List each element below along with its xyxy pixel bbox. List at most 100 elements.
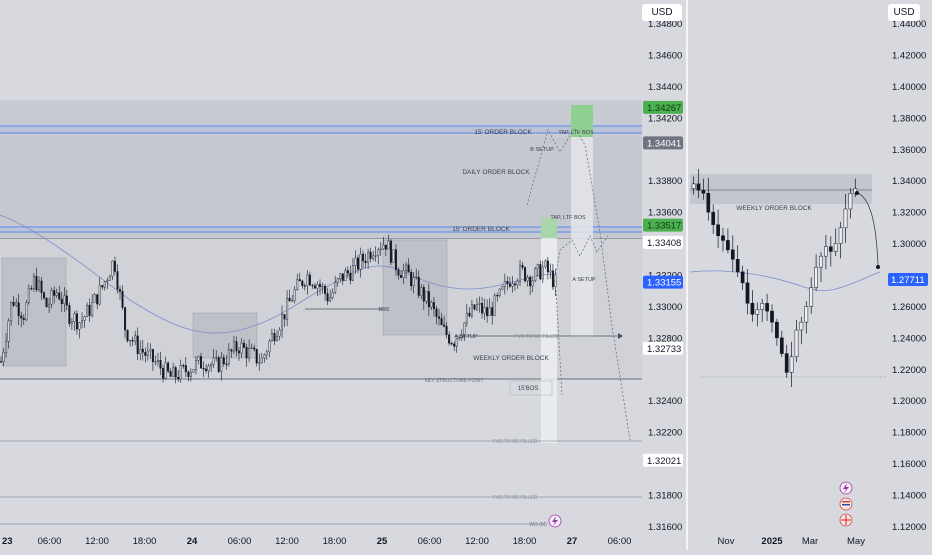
left-time-tick: 06:00 (228, 536, 252, 547)
left-chart-svg[interactable]: 15' ORDER BLOCK TAP, LTF BOS B SETUP DAI… (0, 0, 686, 550)
order-block-15-top-label: 15' ORDER BLOCK (474, 129, 532, 136)
left-candle-body (311, 284, 314, 287)
left-candle-body (10, 302, 13, 322)
left-candle-body (7, 320, 10, 342)
right-candle-body (745, 282, 750, 304)
projection-path-a (552, 235, 609, 291)
right-candle-body (765, 303, 769, 312)
left-candle-body (306, 274, 309, 286)
left-candle-body (270, 333, 273, 342)
left-time-axis[interactable]: 23 06:00 12:00 18:00 24 06:00 12:00 18:00 25 06:0… (2, 536, 631, 547)
left-candle-body (336, 278, 339, 283)
left-candle-body (136, 335, 139, 354)
left-candle-body (248, 348, 251, 359)
left-candle-body (177, 376, 180, 380)
right-candle-body (819, 255, 823, 268)
left-time-tick: 12:00 (275, 536, 299, 547)
right-time-tick: 2025 (761, 536, 783, 547)
left-candle-body (554, 274, 557, 288)
bos-label: BOS (379, 307, 390, 313)
right-candle-body (730, 249, 735, 260)
left-candle-body (410, 272, 413, 287)
right-chart-pane[interactable]: WEEKLY ORDER BLOCK 1.44000 1.42000 1.40000… (688, 0, 932, 550)
left-candle-body (278, 329, 281, 337)
right-chart-svg[interactable]: WEEKLY ORDER BLOCK 1.44000 1.42000 1.40000… (688, 0, 932, 550)
left-candle-body (486, 307, 489, 317)
right-candle-body (838, 227, 843, 244)
left-candle-body (321, 285, 324, 288)
left-candle-body (458, 337, 461, 340)
lightning-icon-glyph (552, 516, 558, 526)
left-candle-body (93, 294, 96, 303)
left-candle-body (344, 270, 347, 281)
left-candle-body (53, 290, 56, 296)
left-candle-body (521, 264, 524, 268)
left-candle-body (400, 275, 403, 278)
left-time-tick: 06:00 (418, 536, 442, 547)
left-candle-body (468, 312, 471, 317)
left-price-tick: 1.34800 (648, 19, 682, 30)
fvg-label-1: FVG TO BE FILLED (515, 334, 560, 340)
left-candle-body (0, 361, 3, 363)
projection-path-b (526, 127, 631, 441)
order-block-15-mid-zone (0, 226, 642, 233)
left-candle-body (70, 321, 73, 324)
left-candle-body (354, 257, 357, 266)
left-candle-body (374, 255, 377, 257)
right-candle-body (828, 246, 833, 252)
pane-divider[interactable] (686, 0, 688, 550)
left-candle-body (134, 335, 137, 342)
left-currency-label[interactable]: USD (642, 4, 682, 21)
left-candle-body (260, 357, 263, 364)
left-candle-body (384, 244, 387, 250)
left-candle-body (124, 307, 127, 331)
right-price-tick: 1.24000 (892, 333, 926, 344)
bos-15-label: 15'BOS (518, 386, 539, 392)
left-price-tag-bg (643, 453, 683, 467)
right-price-axis[interactable]: 1.44000 1.42000 1.40000 1.38000 1.36000 1.340… (892, 19, 926, 533)
left-candle-body (541, 266, 544, 280)
left-candle-body (534, 268, 537, 281)
left-candle-body (126, 329, 129, 342)
moving-average-right (689, 270, 881, 292)
right-time-tick: May (847, 536, 865, 547)
left-candle-body (488, 307, 491, 317)
right-price-tag: 1.27711 (888, 273, 928, 287)
left-candle-body (402, 270, 405, 278)
left-candle-body (526, 276, 529, 282)
daily-order-block-label: DAILY ORDER BLOCK (462, 169, 530, 176)
right-time-axis[interactable]: Nov 2025 Mar May (718, 536, 866, 547)
left-candle-body (513, 283, 516, 286)
left-candle-body (529, 276, 532, 287)
left-candle-body (498, 288, 501, 296)
right-candle-body (726, 240, 730, 251)
left-candle-body (275, 335, 278, 341)
left-chart-pane[interactable]: 15' ORDER BLOCK TAP, LTF BOS B SETUP DAI… (0, 0, 686, 550)
left-candle-body (435, 308, 438, 317)
left-candle-body (25, 302, 28, 320)
left-candle-body (334, 282, 337, 293)
us-flag-stripe-1 (842, 501, 850, 503)
left-candle-body (232, 341, 235, 352)
right-price-tag-bg (888, 273, 928, 287)
right-candle-body (721, 235, 725, 241)
left-time-tick: 23 (2, 536, 13, 547)
left-candle-body (172, 367, 175, 377)
right-price-tick: 1.18000 (892, 428, 926, 439)
right-candle-body (691, 183, 696, 189)
left-candle-body (293, 289, 296, 301)
left-candle-body (420, 287, 423, 296)
right-candle-body (833, 243, 838, 252)
right-price-tick: 1.16000 (892, 459, 926, 470)
us-flag-stripe-2 (842, 504, 850, 506)
left-candle-body (217, 357, 220, 372)
right-currency-label[interactable]: USD (888, 4, 920, 21)
left-candle-body (253, 347, 256, 350)
left-candle-body (151, 349, 154, 363)
right-candle-body (848, 193, 853, 210)
left-candle-body (379, 248, 382, 251)
left-price-tag: 1.33408 (647, 238, 681, 249)
left-price-tag: 1.34041 (647, 138, 681, 149)
left-candle-body (308, 274, 311, 286)
right-candle-body (735, 259, 740, 273)
